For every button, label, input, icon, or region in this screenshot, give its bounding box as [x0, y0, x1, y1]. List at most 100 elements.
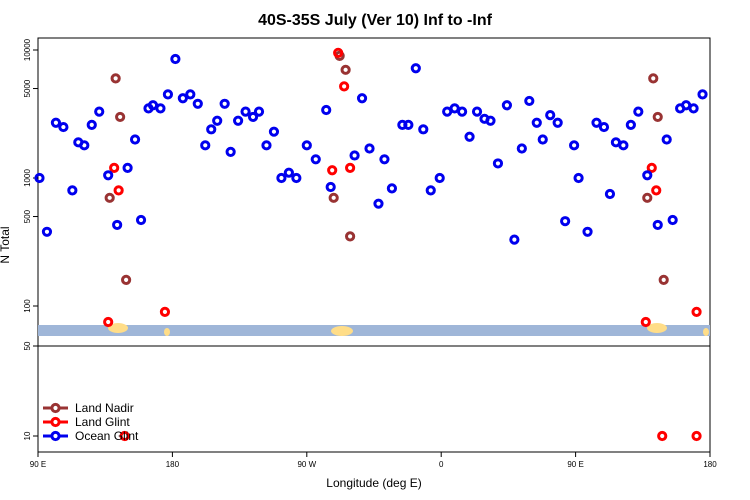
ocean-glint-point: [79, 140, 90, 151]
ocean-glint-point: [403, 119, 414, 130]
ocean-glint-point: [325, 181, 336, 193]
lower-panel-frame: [37, 345, 711, 453]
ocean-glint-point: [301, 140, 312, 151]
land-patch: [164, 328, 170, 336]
ocean-glint-point: [464, 131, 475, 142]
land-glint-point: [640, 316, 651, 328]
chart-title: 40S-35S July (Ver 10) Inf to -Inf: [258, 12, 493, 29]
ocean-glint-point: [50, 117, 62, 128]
lower-points: [119, 430, 702, 442]
land-nadir-point: [340, 64, 351, 75]
ocean-glint-point: [283, 167, 294, 178]
ocean-glint-point: [509, 234, 520, 245]
ocean-glint-point: [410, 63, 421, 74]
legend-label: Land Glint: [75, 415, 130, 429]
land-glint-point: [345, 162, 356, 173]
ocean-glint-point: [618, 140, 629, 151]
ocean-glint-point: [604, 188, 616, 200]
land-nadir-point: [104, 192, 115, 203]
ocean-glint-point: [524, 95, 535, 107]
ocean-glint-point: [310, 154, 321, 165]
land-nadir-point: [328, 192, 339, 203]
ocean-glint-point: [598, 121, 610, 133]
ocean-band: [38, 325, 710, 336]
land-glint-point: [327, 165, 338, 176]
x-tick-label: 90 W: [297, 460, 316, 469]
land-patch: [647, 323, 667, 333]
ocean-glint-point: [276, 172, 287, 184]
ocean-glint-point: [379, 154, 390, 165]
ocean-glint-point: [192, 98, 203, 109]
ocean-glint-point: [261, 140, 272, 151]
upper-y-axis: 100 500 1000 5000 10000: [23, 38, 38, 313]
ocean-glint-point: [364, 143, 375, 154]
y-tick-label: 100: [23, 299, 32, 313]
x-axis-label: Longitude (deg E): [326, 476, 421, 490]
ocean-glint-point: [356, 93, 368, 104]
ocean-glint-point: [485, 115, 496, 126]
land-glint-point: [646, 162, 657, 173]
ocean-glint-point: [321, 104, 332, 116]
ocean-glint-point: [661, 134, 672, 145]
ocean-glint-point: [247, 111, 259, 123]
land-glint-point: [657, 430, 668, 442]
ocean-glint-point: [667, 214, 678, 226]
land-glint-point: [651, 185, 662, 196]
ocean-glint-point: [652, 219, 663, 231]
ocean-glint-point: [386, 183, 398, 194]
land-glint-point: [691, 430, 702, 442]
x-tick-label: 90 E: [567, 460, 583, 469]
ocean-glint-point: [170, 53, 181, 65]
y-tick-label: 10: [23, 431, 32, 440]
ocean-glint-point: [225, 146, 236, 157]
ocean-glint-point: [501, 100, 513, 111]
y-tick-label: 50: [23, 341, 32, 350]
ocean-glint-point: [349, 150, 360, 161]
land-nadir-point: [121, 274, 132, 285]
y-tick-label: 10000: [23, 38, 32, 61]
land-glint-point: [103, 316, 114, 328]
ocean-glint-point: [86, 119, 97, 130]
y-tick-label: 1000: [23, 169, 32, 187]
ocean-glint-point: [560, 216, 571, 227]
ocean-glint-point: [291, 172, 302, 184]
land-patch: [108, 323, 128, 333]
upper-panel: 100 500 1000 5000 10000: [23, 37, 711, 347]
land-glint-point: [333, 47, 344, 58]
ocean-glint-point: [219, 98, 230, 109]
ocean-glint-point: [625, 119, 636, 130]
ocean-glint-point: [569, 140, 580, 151]
ocean-glint-point: [67, 185, 78, 196]
x-axis: 90 E 180 90 W 0 90 E 180: [30, 452, 717, 469]
ocean-glint-point: [112, 219, 123, 231]
y-axis-label: N Total: [0, 226, 12, 263]
ocean-glint-point: [591, 117, 602, 128]
ocean-glint-point: [642, 170, 653, 181]
ocean-glint-point: [573, 172, 584, 184]
land-nadir-point: [652, 111, 663, 123]
land-nadir-point: [648, 73, 659, 84]
ocean-glint-point: [240, 106, 251, 117]
ocean-glint-point: [633, 106, 644, 117]
ocean-glint-point: [212, 115, 223, 126]
ocean-glint-point: [457, 106, 468, 117]
land-nadir-point: [345, 231, 356, 242]
land-glint-point: [339, 81, 350, 92]
ocean-glint-point: [434, 172, 445, 184]
ocean-glint-point: [516, 143, 527, 154]
ocean-glint-point: [373, 198, 384, 209]
x-tick-label: 90 E: [30, 460, 46, 469]
lower-y-axis: 10 50: [23, 341, 38, 440]
legend-label: Ocean Glint: [75, 429, 139, 443]
upper-points: [34, 47, 708, 328]
land-glint-point: [109, 162, 120, 173]
land-glint-point: [691, 306, 702, 317]
ocean-glint-point: [177, 93, 188, 104]
ocean-glint-point: [268, 126, 280, 137]
ocean-glint-point: [162, 89, 174, 100]
ocean-glint-point: [155, 103, 166, 114]
ocean-glint-point: [41, 226, 53, 237]
x-tick-label: 180: [703, 460, 717, 469]
legend-marker: [50, 430, 61, 442]
